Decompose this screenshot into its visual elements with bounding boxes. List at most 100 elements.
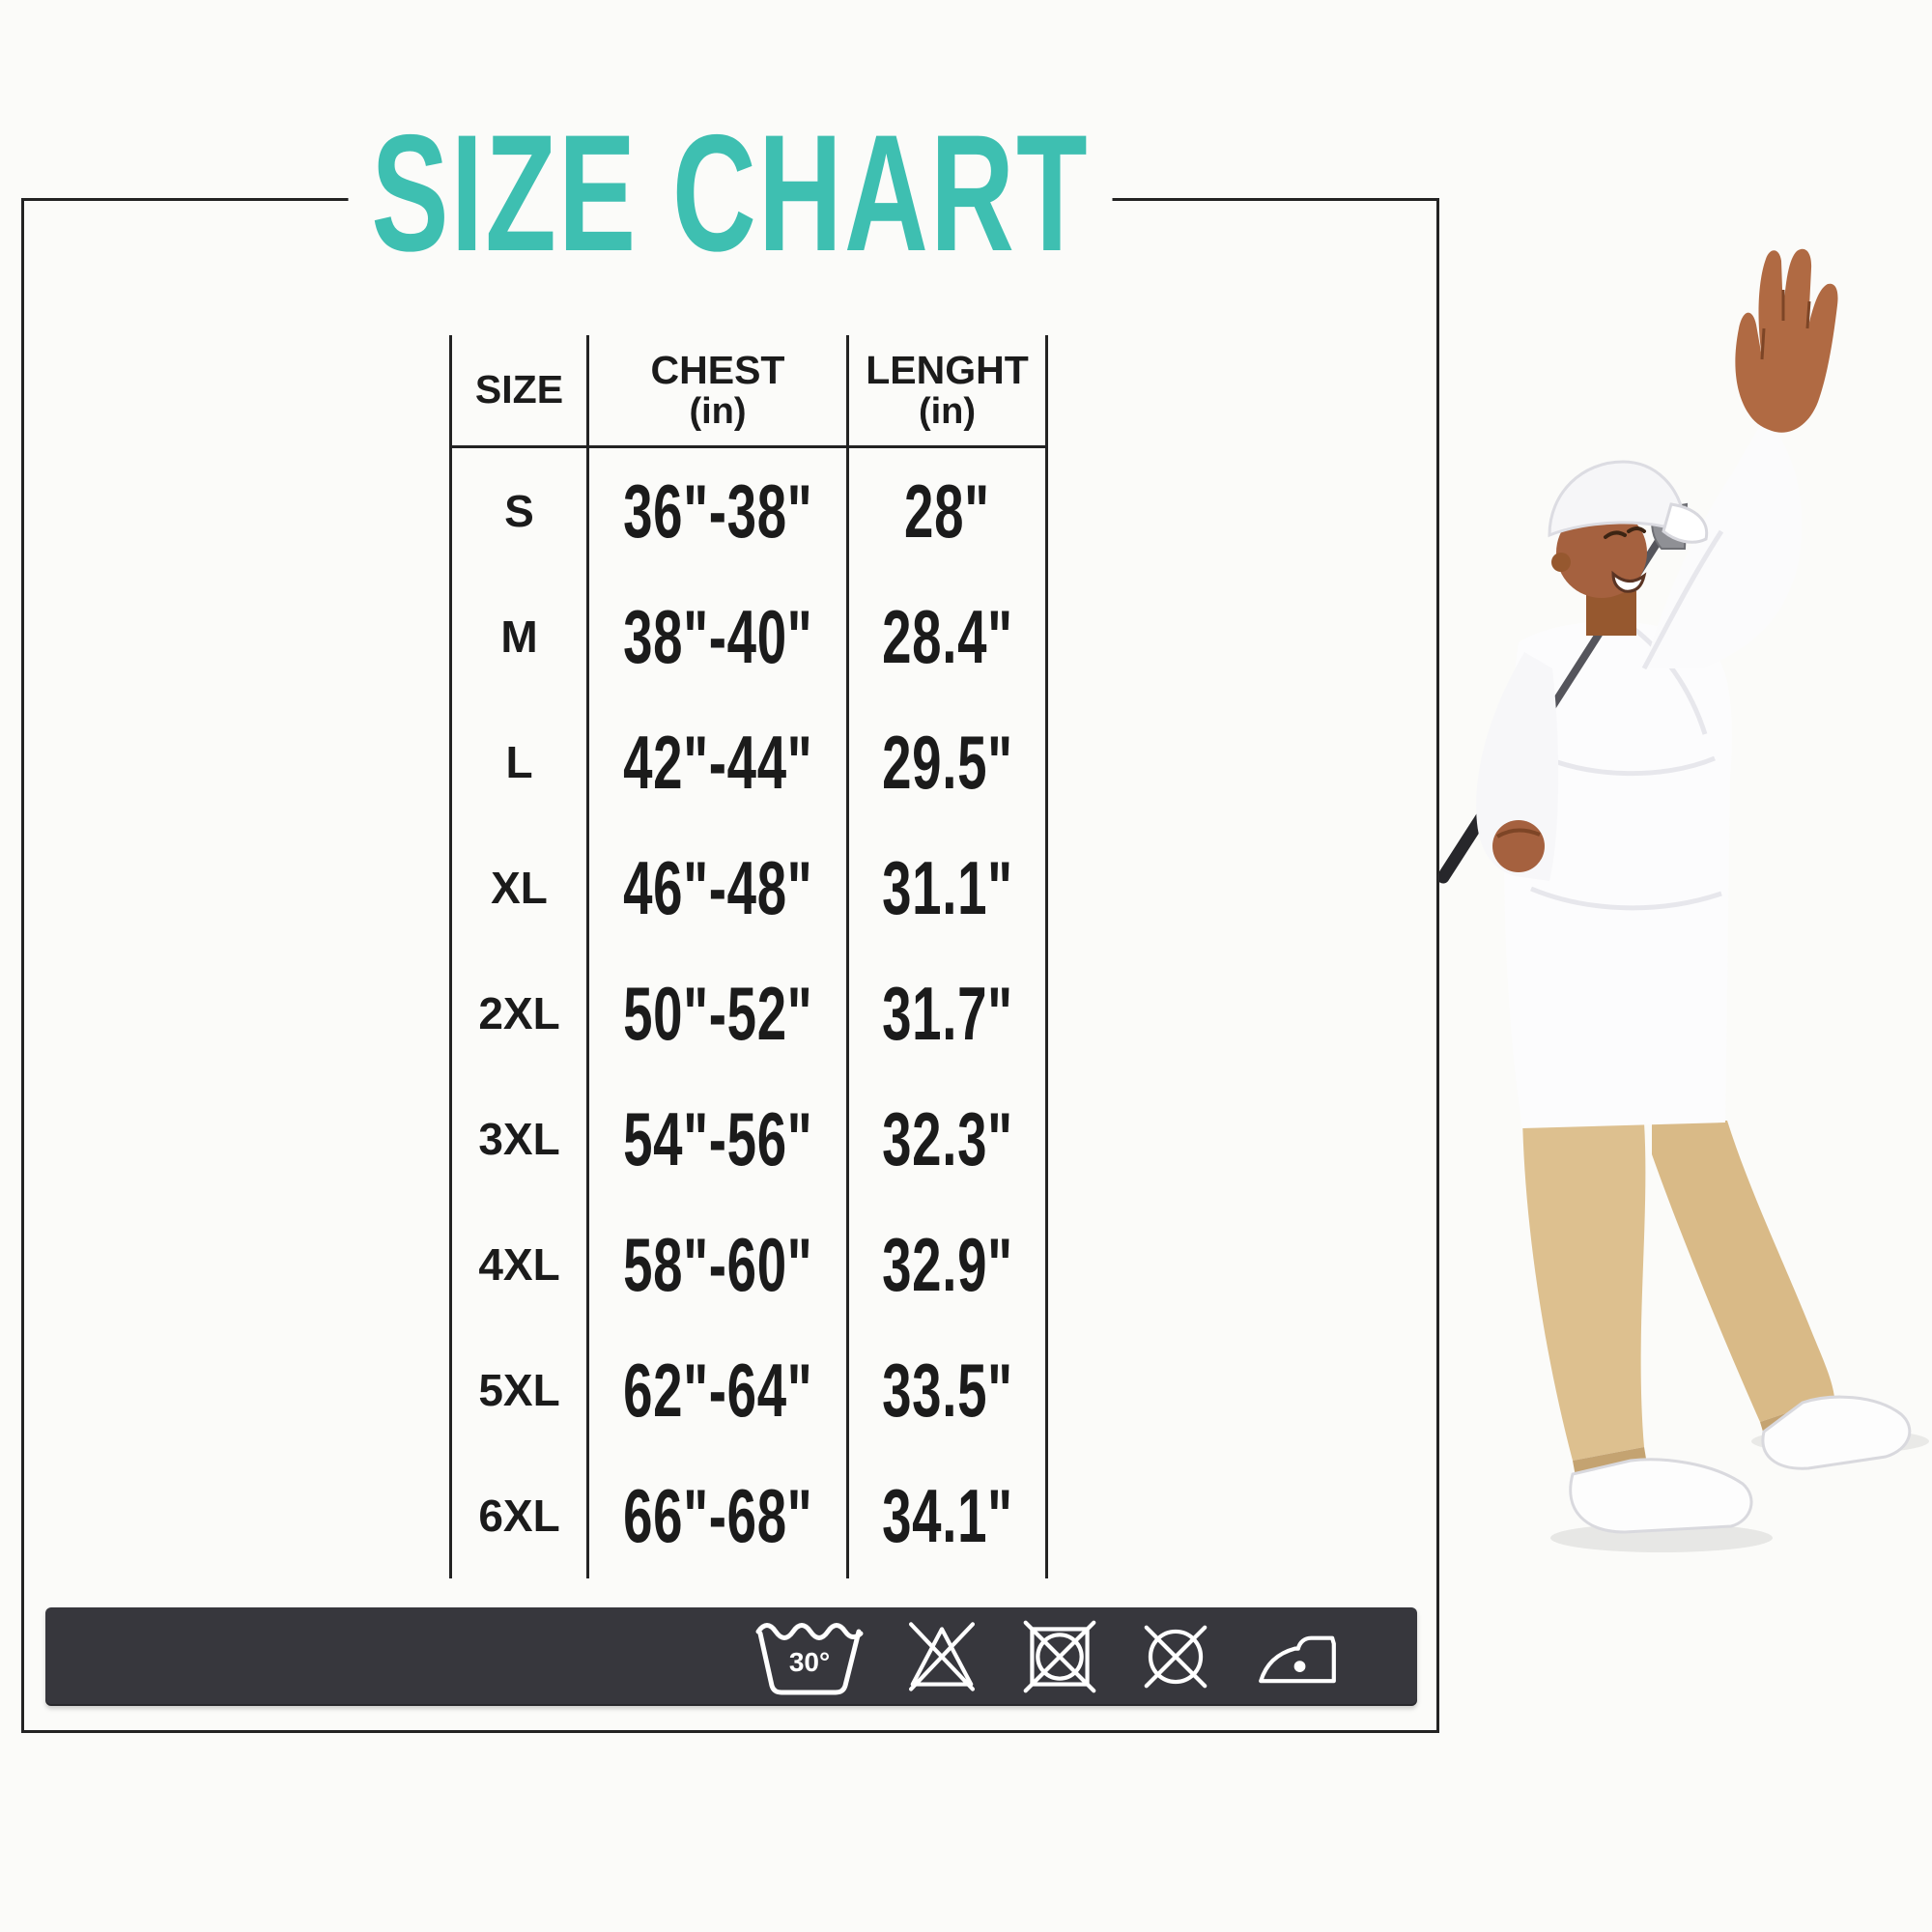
hand-fingers [1495, 828, 1541, 838]
row-chest-cell: 66"-68" [586, 1453, 846, 1578]
shirt-right-sleeve [1644, 415, 1803, 668]
row-chest-cell: 46"-48" [586, 825, 846, 951]
header-size-label: SIZE [474, 367, 564, 412]
table-row: M 38"-40" 28.4" [449, 574, 1048, 699]
size-value: 4XL [478, 1239, 560, 1290]
table-row: 2XL 50"-52" 31.7" [449, 951, 1048, 1076]
cap-brim [1662, 502, 1709, 544]
length-value: 28" [904, 469, 990, 554]
shirt-torso [1504, 621, 1732, 1128]
row-size-cell: 5XL [449, 1327, 586, 1453]
row-chest-cell: 50"-52" [586, 951, 846, 1076]
chest-value: 42"-44" [622, 720, 813, 805]
header-length-label: LENGHT [866, 348, 1029, 393]
size-value: 5XL [478, 1365, 560, 1415]
title-wrap: SIZE CHART [21, 108, 1439, 277]
table-row: 3XL 54"-56" 32.3" [449, 1076, 1048, 1202]
chest-value: 38"-40" [622, 594, 813, 679]
row-length-cell: 32.9" [846, 1202, 1048, 1327]
row-size-cell: 6XL [449, 1453, 586, 1578]
chest-value: 54"-56" [622, 1096, 813, 1181]
chest-value: 36"-38" [622, 469, 813, 554]
row-size-cell: M [449, 574, 586, 699]
length-value: 31.7" [881, 971, 1013, 1056]
row-size-cell: XL [449, 825, 586, 951]
shoe [1569, 1458, 1753, 1534]
size-value: L [505, 737, 533, 787]
size-table: SIZE CHEST (in) LENGHT (in) S 36"-38" 28… [449, 335, 1048, 1578]
cap [1548, 460, 1687, 538]
row-size-cell: 4XL [449, 1202, 586, 1327]
length-value: 33.5" [881, 1348, 1013, 1433]
machine-wash-30-icon: 30° [755, 1623, 864, 1695]
page-title: SIZE CHART [348, 109, 1113, 276]
header-cell-length: LENGHT (in) [846, 335, 1048, 448]
size-value: 2XL [478, 988, 560, 1038]
row-length-cell: 28" [846, 448, 1048, 574]
pants-front-leg [1522, 1116, 1646, 1461]
size-table-header: SIZE CHEST (in) LENGHT (in) [449, 335, 1048, 448]
header-chest-label: CHEST [650, 348, 785, 393]
length-value: 32.3" [881, 1096, 1013, 1181]
row-length-cell: 32.3" [846, 1076, 1048, 1202]
chest-value: 46"-48" [622, 845, 813, 930]
row-chest-cell: 62"-64" [586, 1327, 846, 1453]
length-value: 28.4" [881, 594, 1013, 679]
golfer-waving-photo [1436, 248, 1929, 1552]
shirt-left-sleeve [1476, 652, 1559, 881]
row-length-cell: 31.7" [846, 951, 1048, 1076]
do-not-bleach-icon [908, 1622, 976, 1691]
care-instructions-bar: 30° [45, 1607, 1417, 1706]
iron-icon [1259, 1635, 1336, 1684]
row-length-cell: 31.1" [846, 825, 1048, 951]
length-value: 32.9" [881, 1222, 1013, 1307]
row-size-cell: 2XL [449, 951, 586, 1076]
header-chest-unit: (in) [689, 390, 747, 432]
table-row: 6XL 66"-68" 34.1" [449, 1453, 1048, 1578]
length-value: 34.1" [881, 1473, 1013, 1558]
size-table-rows: S 36"-38" 28" M 38"-40" 28.4" L [449, 448, 1048, 1578]
table-row: S 36"-38" 28" [449, 448, 1048, 574]
shoe [1761, 1395, 1912, 1470]
row-size-cell: S [449, 448, 586, 574]
row-length-cell: 28.4" [846, 574, 1048, 699]
hand-finger-lines [1760, 290, 1811, 360]
chest-value: 50"-52" [622, 971, 813, 1056]
chest-value: 66"-68" [622, 1473, 813, 1558]
left-hand [1492, 820, 1545, 872]
row-size-cell: L [449, 699, 586, 825]
neck [1586, 591, 1636, 636]
size-value: M [500, 611, 538, 662]
eyes [1604, 526, 1646, 539]
chest-value: 58"-60" [622, 1222, 813, 1307]
row-chest-cell: 54"-56" [586, 1076, 846, 1202]
table-row: XL 46"-48" 31.1" [449, 825, 1048, 951]
row-length-cell: 33.5" [846, 1327, 1048, 1453]
row-chest-cell: 38"-40" [586, 574, 846, 699]
chest-value: 62"-64" [622, 1348, 813, 1433]
sleeve-crease [1641, 529, 1724, 670]
size-value: 3XL [478, 1114, 560, 1164]
row-length-cell: 34.1" [846, 1453, 1048, 1578]
pants-back-leg [1652, 1121, 1834, 1422]
wash-temp-label: 30° [789, 1647, 830, 1677]
header-length-unit: (in) [918, 390, 977, 432]
length-value: 31.1" [881, 845, 1013, 930]
ear [1551, 553, 1571, 572]
row-chest-cell: 36"-38" [586, 448, 846, 574]
do-not-dry-clean-icon [1144, 1625, 1208, 1689]
header-cell-chest: CHEST (in) [586, 335, 846, 448]
row-length-cell: 29.5" [846, 699, 1048, 825]
table-row: 5XL 62"-64" 33.5" [449, 1327, 1048, 1453]
size-value: 6XL [478, 1491, 560, 1541]
header-cell-size: SIZE [449, 335, 586, 448]
table-row: L 42"-44" 29.5" [449, 699, 1048, 825]
row-chest-cell: 42"-44" [586, 699, 846, 825]
table-row: 4XL 58"-60" 32.9" [449, 1202, 1048, 1327]
smile [1611, 570, 1647, 593]
row-chest-cell: 58"-60" [586, 1202, 846, 1327]
do-not-tumble-dry-icon [1023, 1620, 1096, 1693]
row-size-cell: 3XL [449, 1076, 586, 1202]
waving-hand [1735, 248, 1838, 433]
